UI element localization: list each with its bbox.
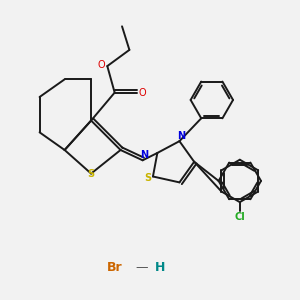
Text: N: N — [140, 150, 148, 160]
Text: Br: Br — [107, 261, 122, 274]
Text: Cl: Cl — [234, 212, 245, 222]
Text: S: S — [87, 169, 94, 178]
Text: N: N — [177, 131, 185, 141]
Text: O: O — [138, 88, 146, 98]
Text: O: O — [97, 60, 105, 70]
Text: H: H — [155, 261, 166, 274]
Text: —: — — [135, 261, 147, 274]
Text: S: S — [144, 173, 151, 183]
